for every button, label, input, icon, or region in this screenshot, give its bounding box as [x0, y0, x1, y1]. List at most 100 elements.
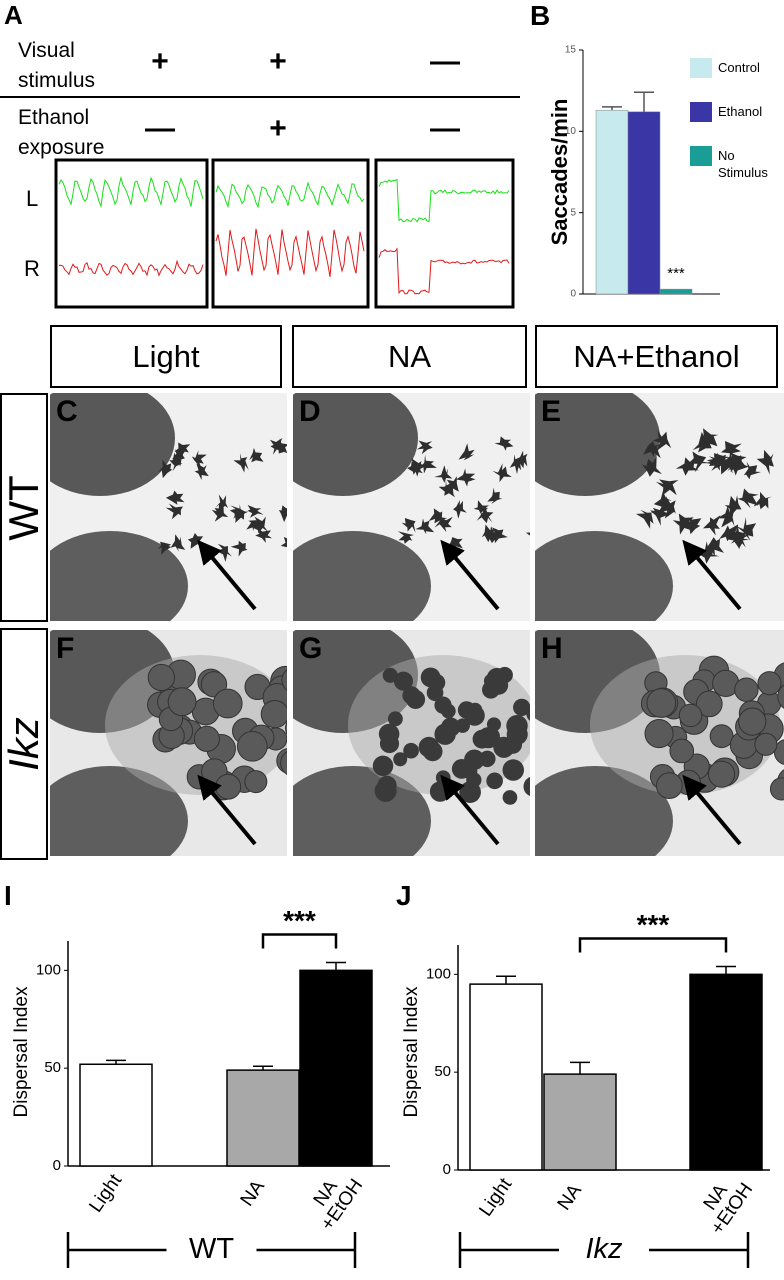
melanophore: [215, 494, 228, 511]
eye: [50, 393, 175, 496]
melanophore: [735, 516, 757, 541]
melanophore: [169, 452, 183, 472]
melanophore: [502, 790, 518, 805]
arrow: [682, 539, 742, 611]
melanophore: [230, 540, 248, 557]
melanophore: [435, 770, 451, 786]
melanophore: [636, 509, 656, 529]
panel-letter: E: [541, 395, 562, 428]
melanophore: [200, 671, 228, 698]
significance: ***: [283, 904, 316, 936]
panel-letter: B: [530, 0, 551, 31]
melanophore: [683, 516, 702, 535]
melanophore: [165, 503, 183, 520]
melanophore: [513, 698, 530, 717]
melanophore: [229, 504, 246, 520]
error-bar: [570, 1061, 590, 1075]
melanophore: [416, 440, 433, 455]
error-bar: [496, 975, 516, 985]
bar: [79, 1063, 153, 1167]
eye: [293, 393, 418, 496]
arrow: [440, 539, 500, 611]
melanophore: [193, 725, 220, 752]
stimulus-symbol: +: [151, 45, 169, 78]
trace-label: L: [26, 186, 39, 211]
bar: [543, 1073, 617, 1171]
melanophore: [753, 491, 772, 510]
y-tick-label: 0: [53, 1157, 61, 1174]
panel-letter: I: [4, 880, 12, 911]
melanophore: [482, 727, 500, 746]
melanophore: [653, 491, 672, 515]
melanophore: [756, 449, 774, 475]
melanophore: [165, 490, 185, 505]
melanophore: [777, 684, 784, 709]
trace-label: R: [24, 256, 40, 281]
melanophore: [491, 527, 508, 544]
melanophore: [455, 718, 470, 733]
melanophore: [705, 537, 724, 557]
eye-trace: [215, 228, 365, 277]
melanophore: [434, 465, 453, 483]
column-header: Light: [50, 325, 282, 388]
melanophore: [706, 453, 730, 468]
error-bar: [106, 1059, 126, 1065]
melanophore: [523, 776, 530, 797]
trace-box: [374, 158, 515, 309]
melanophore: [669, 738, 695, 764]
panel-letter: C: [56, 395, 78, 428]
melanophore: [652, 429, 672, 452]
melanophore: [406, 689, 426, 709]
melanophore: [769, 777, 784, 801]
melanophore: [246, 520, 263, 532]
genotype-label: Ikz: [0, 717, 47, 771]
melanophore: [481, 524, 496, 543]
melanophore: [211, 506, 229, 522]
micrograph: [293, 393, 530, 621]
micrograph: [50, 630, 287, 856]
eye-trace: [378, 178, 510, 223]
melanophore: [734, 677, 759, 702]
melanophore: [476, 506, 494, 524]
melanophore: [174, 442, 191, 458]
melanophore: [250, 516, 269, 534]
stimulus-symbol: —: [430, 45, 460, 78]
y-tick-label: 0: [443, 1161, 451, 1178]
melanophore: [678, 703, 703, 728]
significance: ***: [636, 908, 670, 940]
melanophore: [655, 772, 683, 800]
ethanol-symbol: —: [145, 112, 175, 145]
melanophore: [244, 770, 268, 794]
melanophore: [441, 703, 456, 719]
melanophore: [247, 505, 264, 518]
melanophore: [233, 452, 249, 473]
melanophore: [692, 432, 715, 453]
melanophore: [407, 461, 424, 475]
melanophore: [738, 707, 767, 736]
melanophore: [194, 463, 209, 480]
melanophore: [646, 688, 677, 718]
melanophore: [721, 441, 742, 461]
row-label-box: WT: [0, 393, 48, 622]
melanophore: [659, 496, 676, 519]
eye: [50, 766, 188, 856]
eye: [50, 531, 188, 621]
significance-bracket: [578, 937, 728, 953]
melanophore: [378, 723, 400, 745]
melanophore: [418, 736, 440, 758]
arrow: [682, 774, 742, 846]
melanophore: [269, 438, 283, 455]
melanophore: [479, 750, 496, 768]
y-tick-label: 50: [434, 1063, 451, 1080]
micrograph: [293, 630, 530, 856]
melanophore: [525, 528, 530, 536]
melanophore: [280, 536, 287, 548]
melanophore: [737, 488, 759, 509]
melanophore: [157, 459, 173, 479]
melanophore: [703, 515, 721, 536]
y-tick-label: 10: [565, 126, 577, 137]
y-tick-label: 0: [570, 289, 576, 300]
melanophore: [171, 449, 185, 467]
eye: [535, 766, 673, 856]
